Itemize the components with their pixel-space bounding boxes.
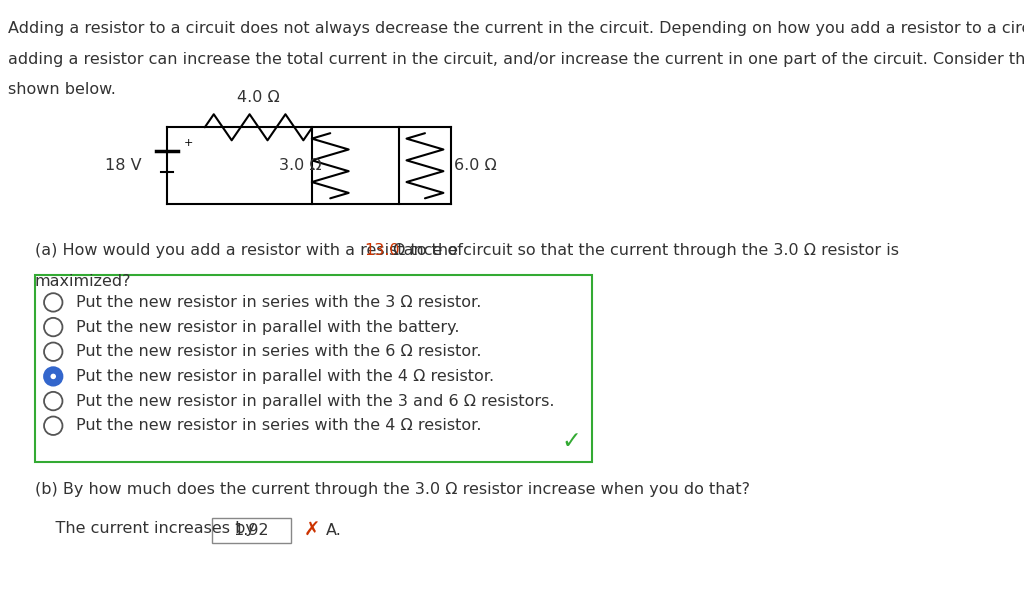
Text: 3.0 Ω: 3.0 Ω <box>280 158 322 173</box>
Text: A.: A. <box>327 523 342 538</box>
Text: Put the new resistor in parallel with the 3 and 6 Ω resistors.: Put the new resistor in parallel with th… <box>76 394 554 408</box>
Text: Adding a resistor to a circuit does not always decrease the current in the circu: Adding a resistor to a circuit does not … <box>8 21 1024 36</box>
Text: maximized?: maximized? <box>35 274 131 288</box>
Text: Put the new resistor in series with the 3 Ω resistor.: Put the new resistor in series with the … <box>76 295 481 310</box>
Text: 1.92: 1.92 <box>233 523 269 538</box>
Text: 4.0 Ω: 4.0 Ω <box>238 90 280 105</box>
Text: The current increases by: The current increases by <box>35 521 260 536</box>
Text: Put the new resistor in series with the 4 Ω resistor.: Put the new resistor in series with the … <box>76 418 481 433</box>
Text: adding a resistor can increase the total current in the circuit, and/or increase: adding a resistor can increase the total… <box>8 52 1024 66</box>
Text: 6.0 Ω: 6.0 Ω <box>454 158 497 173</box>
Text: Put the new resistor in series with the 6 Ω resistor.: Put the new resistor in series with the … <box>76 344 481 359</box>
Text: ✗: ✗ <box>304 521 321 540</box>
Text: +: + <box>183 138 193 148</box>
Text: Ω to the circuit so that the current through the 3.0 Ω resistor is: Ω to the circuit so that the current thr… <box>388 243 899 258</box>
Text: (b) By how much does the current through the 3.0 Ω resistor increase when you do: (b) By how much does the current through… <box>35 482 750 497</box>
Text: Put the new resistor in parallel with the battery.: Put the new resistor in parallel with th… <box>76 320 460 334</box>
Text: Put the new resistor in parallel with the 4 Ω resistor.: Put the new resistor in parallel with th… <box>76 369 494 384</box>
Text: 13.0: 13.0 <box>364 243 399 258</box>
Text: 18 V: 18 V <box>104 158 141 173</box>
Text: shown below.: shown below. <box>8 82 116 97</box>
Text: ✓: ✓ <box>562 429 582 453</box>
Text: (a) How would you add a resistor with a resistance of: (a) How would you add a resistor with a … <box>35 243 468 258</box>
